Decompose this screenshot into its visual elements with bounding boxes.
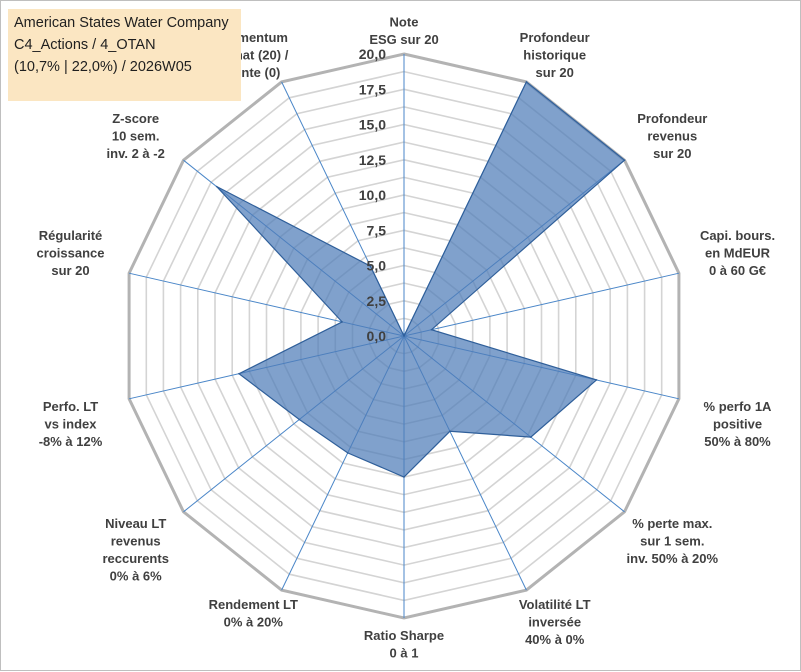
axis-label: Volatilité LT inversée 40% à 0% <box>519 597 591 647</box>
axis-label-line: 0 à 60 G€ <box>709 263 766 278</box>
data-point <box>215 185 218 188</box>
tick-label: 17,5 <box>359 81 386 97</box>
tick-label: 20,0 <box>359 46 386 62</box>
tick-label: 15,0 <box>359 117 386 133</box>
axis-label-line: Ratio Sharpe <box>364 628 444 643</box>
data-point <box>238 372 240 375</box>
axis-label-line: Z-score <box>112 111 159 126</box>
axis-label-line: sur 20 <box>536 65 574 80</box>
axis-label-line: en MdEUR <box>705 246 771 261</box>
axis-label: Rendement LT 0% à 20% <box>209 597 298 630</box>
axis-label-line: Volatilité LT <box>519 597 591 612</box>
tick-label: 5,0 <box>367 258 387 274</box>
axis-label-line: 0% à 20% <box>224 615 284 630</box>
axis-label-line: Profondeur <box>637 111 707 126</box>
radar-series <box>215 80 626 478</box>
stats-week: (10,7% | 22,0%) / 2026W05 <box>14 59 192 75</box>
axis-label-line: 0 à 1 <box>390 646 419 661</box>
data-point <box>341 321 343 323</box>
data-point <box>369 265 372 267</box>
axis-label-line: inversée <box>528 615 581 630</box>
data-point <box>403 335 405 337</box>
data-point <box>623 159 626 161</box>
data-point <box>530 436 532 438</box>
axis-label-line: vs index <box>44 417 97 432</box>
axis-label: Niveau LT revenus reccurents 0% à 6% <box>102 516 168 584</box>
axis-label-line: 50% à 80% <box>704 434 771 449</box>
axis-label-line: inv. 2 à -2 <box>107 146 165 161</box>
axis-label-line: croissance <box>37 246 105 261</box>
axis-label-line: Rendement LT <box>209 597 298 612</box>
axis-label-line: ESG sur 20 <box>369 32 438 47</box>
axis-label: Z-score 10 sem. inv. 2 à -2 <box>107 111 165 161</box>
data-point <box>525 81 528 83</box>
axis-label-line: % perfo 1A <box>704 399 773 414</box>
axis-label-line: sur 1 sem. <box>640 534 704 549</box>
axis-label-line: revenus <box>111 534 161 549</box>
axis-label-line: positive <box>713 417 762 432</box>
axis-label-line: Perfo. LT <box>43 399 98 414</box>
axis-label: % perte max. sur 1 sem. inv. 50% à 20% <box>627 516 719 566</box>
axis-label: Profondeur historique sur 20 <box>520 30 590 80</box>
axis-label: Capi. bours. en MdEUR 0 à 60 G€ <box>700 228 775 278</box>
axis-label-line: 40% à 0% <box>525 632 585 647</box>
axis-labels: Note ESG sur 20 Profondeur historique sur 20… <box>37 15 776 661</box>
axis-label: Ratio Sharpe 0 à 1 <box>364 628 444 661</box>
data-point <box>346 452 349 454</box>
category-path: C4_Actions / 4_OTAN <box>14 37 156 53</box>
axis-label-line: -8% à 12% <box>39 434 103 449</box>
axis-label: % perfo 1A positive 50% à 80% <box>704 399 773 449</box>
axis-label-line: % perte max. <box>632 516 712 531</box>
axis-label-line: 0% à 6% <box>110 569 162 584</box>
tick-label: 10,0 <box>359 187 386 203</box>
axis-label-line: revenus <box>647 128 697 143</box>
tick-label: 7,5 <box>367 222 387 238</box>
data-point <box>449 430 451 433</box>
company-name: American States Water Company <box>14 15 229 31</box>
axis-label: Profondeur revenus sur 20 <box>637 111 707 161</box>
axis-label: Perfo. LT vs index -8% à 12% <box>39 399 103 449</box>
data-point <box>403 476 405 478</box>
radar-grid <box>127 52 681 620</box>
axis-label: Régularité croissance sur 20 <box>37 228 105 278</box>
radial-tick-labels: 0,0 2,5 5,0 7,5 10,0 12,5 15,0 17,5 20,0 <box>359 46 386 344</box>
data-point <box>430 328 433 331</box>
axis-label-line: Régularité <box>39 228 103 243</box>
axis-label-line: Profondeur <box>520 30 590 45</box>
axis-label-line: sur 20 <box>653 146 691 161</box>
axis-label-line: 10 sem. <box>112 128 160 143</box>
tick-label: 12,5 <box>359 152 386 168</box>
axis-spoke <box>403 272 680 337</box>
axis-label-line: reccurents <box>102 551 168 566</box>
axis-label-line: Note <box>390 15 419 30</box>
tick-label: 2,5 <box>367 293 387 309</box>
axis-label-line: Niveau LT <box>105 516 166 531</box>
chart-header: American States Water Company C4_Actions… <box>8 9 241 101</box>
axis-label-line: sur 20 <box>51 263 89 278</box>
axis-label: Note ESG sur 20 <box>369 15 438 48</box>
tick-label: 0,0 <box>367 328 387 344</box>
data-point <box>595 379 598 381</box>
data-point <box>298 418 301 421</box>
axis-label-line: historique <box>523 47 586 62</box>
axis-label-line: inv. 50% à 20% <box>627 551 719 566</box>
axis-label-line: Capi. bours. <box>700 228 775 243</box>
